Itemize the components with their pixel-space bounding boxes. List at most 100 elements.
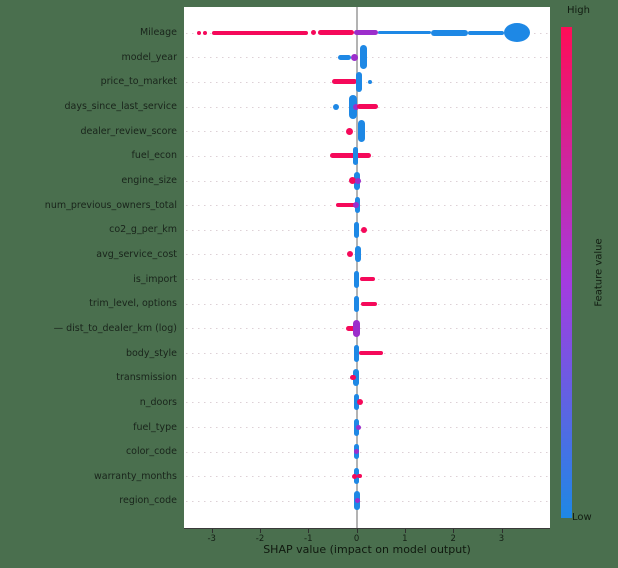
swarm-dot [352, 202, 359, 209]
swarm-hbar [345, 326, 357, 331]
swarm-vcluster [353, 270, 360, 288]
swarm-dot [352, 103, 359, 110]
row-gridline [186, 402, 548, 404]
row-gridline [186, 131, 548, 133]
swarm-dot [351, 473, 358, 480]
swarm-dot [203, 30, 208, 35]
feature-label: trim_level, options [89, 298, 177, 310]
swarm-hbar [332, 79, 357, 85]
row-gridline [186, 451, 548, 453]
swarm-hbar [330, 153, 372, 159]
row-gridline [186, 205, 548, 207]
feature-label: model_year [121, 51, 177, 63]
swarm-hbar [336, 202, 357, 208]
row-gridline [186, 500, 548, 502]
swarm-vcluster [353, 394, 360, 411]
x-tick-mark [356, 529, 358, 533]
x-tick-mark [260, 529, 261, 533]
colorbar-high-label: High [567, 5, 590, 16]
x-tick-label: -3 [207, 534, 216, 544]
feature-label: co2_g_per_km [109, 224, 177, 236]
zero-line [356, 7, 358, 528]
swarm-hbar [361, 302, 377, 306]
swarm-hbar [356, 104, 379, 109]
feature-label: region_code [119, 495, 177, 507]
swarm-vcluster [356, 71, 363, 92]
feature-label: transmission [116, 372, 177, 384]
swarm-dot [357, 474, 362, 479]
swarm-hbar [317, 29, 355, 36]
feature-label: fuel_econ [131, 150, 177, 162]
feature-label: days_since_last_service [64, 101, 177, 113]
swarm-dot [196, 30, 201, 35]
row-gridline [186, 81, 548, 83]
feature-label: fuel_type [133, 421, 177, 433]
swarm-vcluster [355, 246, 361, 263]
swarm-vcluster [353, 295, 360, 312]
swarm-dot [333, 103, 340, 110]
swarm-dot [351, 53, 359, 61]
x-axis-label: SHAP value (impact on model output) [263, 543, 471, 556]
swarm-dot [349, 177, 357, 184]
swarm-vcluster [353, 344, 360, 362]
swarm-dot [367, 79, 373, 85]
feature-label: is_import [133, 273, 177, 285]
row-gridline [186, 57, 548, 59]
x-axis: -3 -2 -1 0 1 2 3 [184, 528, 550, 548]
feature-label-column: Mileage model_year price_to_market days_sin… [0, 0, 177, 568]
swarm-dot [354, 177, 361, 184]
swarm-hbar [378, 31, 432, 35]
swarm-dot [361, 226, 368, 233]
swarm-blob [504, 23, 531, 43]
row-gridline [186, 180, 548, 182]
row-gridline [186, 476, 548, 478]
swarm-dot [310, 30, 316, 36]
swarm-dot [345, 127, 353, 135]
swarm-dot [355, 498, 361, 504]
feature-label: warranty_months [94, 470, 177, 482]
x-tick-mark [404, 529, 406, 533]
swarm-vcluster [357, 120, 365, 143]
row-gridline [186, 427, 548, 428]
feature-label: dealer_review_score [80, 125, 177, 137]
swarm-dot [356, 399, 363, 406]
row-gridline [186, 254, 548, 256]
feature-label: body_style [125, 347, 177, 359]
feature-label: engine_size [121, 175, 177, 186]
swarm-dot [355, 424, 361, 430]
row-gridline [186, 229, 548, 231]
x-tick-mark [211, 529, 213, 533]
swarm-dot [350, 374, 356, 381]
x-tick-mark [453, 529, 455, 533]
feature-label: num_previous_owners_total [44, 199, 177, 211]
x-tick-label: 0 [353, 534, 360, 544]
swarm-hbar [354, 30, 379, 36]
x-tick-label: 2 [450, 534, 456, 544]
feature-label: avg_service_cost [96, 248, 177, 260]
x-tick-mark [308, 529, 310, 533]
feature-label: price_to_market [100, 76, 177, 88]
swarm-dot [346, 251, 353, 258]
swarm-hbar [467, 30, 504, 35]
colorbar-gradient [561, 27, 572, 518]
swarm-hbar [360, 277, 375, 281]
plot-area [184, 7, 550, 529]
swarm-hbar [431, 29, 468, 36]
swarm-hbar [358, 351, 384, 355]
row-gridline [186, 328, 548, 330]
x-tick-mark [501, 529, 503, 533]
swarm-hbar [211, 30, 309, 35]
x-tick-label: -1 [304, 534, 313, 544]
x-tick-label: -2 [255, 534, 265, 544]
feature-label: n_doors [139, 396, 177, 408]
feature-label: color_code [125, 446, 177, 458]
colorbar-low-label: Low [572, 512, 592, 523]
swarm-dot [354, 449, 360, 455]
row-gridline [186, 377, 548, 379]
swarm-hbar [338, 54, 351, 60]
swarm-vcluster [353, 369, 359, 387]
swarm-dot [353, 325, 360, 332]
swarm-vcluster [359, 45, 367, 70]
swarm-vcluster [353, 221, 360, 238]
